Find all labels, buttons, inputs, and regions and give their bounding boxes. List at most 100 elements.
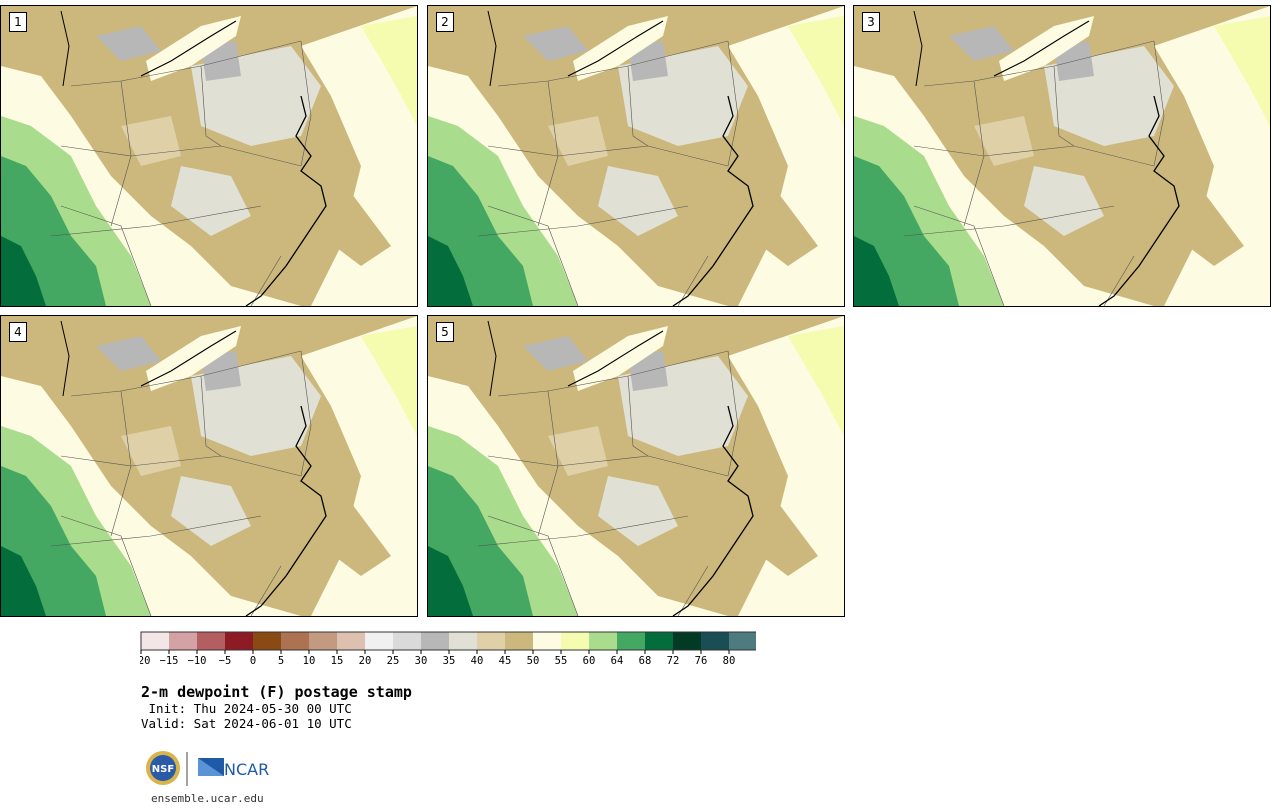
valid-time: Valid: Sat 2024-06-01 10 UTC <box>141 716 352 731</box>
state-border <box>627 65 649 147</box>
colorbar-tick-label: 72 <box>667 655 680 667</box>
chart-title: 2-m dewpoint (F) postage stamp <box>141 683 412 701</box>
state-border <box>487 205 579 306</box>
lake-shore <box>140 330 237 387</box>
colorbar-swatch <box>729 632 756 650</box>
coastline <box>245 95 327 306</box>
state-border <box>200 375 222 457</box>
map-panel-1: 1 <box>0 5 418 307</box>
state-border <box>487 145 729 167</box>
state-border <box>963 80 985 227</box>
colorbar-swatch <box>225 632 253 650</box>
lake-shore <box>60 320 70 397</box>
state-border <box>913 145 1155 167</box>
state-border <box>300 40 312 167</box>
lake-shore <box>993 20 1090 77</box>
map-panel-5: 5 <box>427 315 845 617</box>
state-border <box>677 565 709 616</box>
colorbar-tick-label: −5 <box>219 655 232 667</box>
colorbar-swatch <box>197 632 225 650</box>
state-border <box>477 205 689 237</box>
colorbar-tick-label: 50 <box>527 655 540 667</box>
colorbar-swatch <box>169 632 197 650</box>
colorbar-swatch <box>337 632 365 650</box>
state-border <box>250 565 282 616</box>
panel-number: 3 <box>862 12 880 32</box>
colorbar-swatch <box>645 632 673 650</box>
map-panel-4: 4 <box>0 315 418 617</box>
map-panel-2: 2 <box>427 5 845 307</box>
state-border <box>487 515 579 616</box>
colorbar-swatch <box>253 632 281 650</box>
state-border <box>537 80 559 227</box>
state-border <box>110 80 132 227</box>
colorbar-swatch <box>477 632 505 650</box>
lake-shore <box>140 20 237 77</box>
colorbar-tick-label: −10 <box>188 655 207 667</box>
state-border <box>497 350 729 397</box>
colorbar-tick-label: 25 <box>387 655 400 667</box>
coastline <box>1098 95 1180 306</box>
lake-shore <box>913 10 923 87</box>
colorbar-swatch <box>589 632 617 650</box>
logos: NSF NCAR <box>146 751 269 786</box>
state-border <box>200 65 222 147</box>
colorbar-tick-label: 45 <box>499 655 512 667</box>
colorbar-tick-label: 15 <box>331 655 344 667</box>
state-border <box>70 350 302 397</box>
colorbar-swatch <box>449 632 477 650</box>
init-time: Init: Thu 2024-05-30 00 UTC <box>141 701 352 716</box>
state-border <box>50 205 262 237</box>
colorbar-swatch <box>421 632 449 650</box>
state-border <box>627 375 649 457</box>
colorbar-swatch <box>617 632 645 650</box>
colorbar-tick-label: 10 <box>303 655 316 667</box>
colorbar-swatch <box>141 632 169 650</box>
colorbar-tick-label: −15 <box>160 655 179 667</box>
colorbar-tick-label: 68 <box>639 655 652 667</box>
lake-shore <box>567 20 664 77</box>
colorbar-tick-label: 5 <box>278 655 284 667</box>
colorbar-tick-label: 35 <box>443 655 456 667</box>
colorbar-tick-label: 40 <box>471 655 484 667</box>
state-border <box>300 350 312 477</box>
lake-shore <box>60 10 70 87</box>
state-border <box>923 40 1155 87</box>
colorbar-swatch <box>365 632 393 650</box>
map-panel-3: 3 <box>853 5 1271 307</box>
colorbar-tick-label: 64 <box>611 655 624 667</box>
colorbar-swatch <box>533 632 561 650</box>
colorbar-tick-label: 55 <box>555 655 568 667</box>
state-border <box>1153 40 1165 167</box>
colorbar-swatch <box>281 632 309 650</box>
coastline <box>245 405 327 616</box>
lake-shore <box>487 320 497 397</box>
state-border <box>677 255 709 306</box>
colorbar-tick-label: 60 <box>583 655 596 667</box>
coastline <box>672 95 754 306</box>
state-border <box>913 205 1005 306</box>
colorbar-swatch <box>561 632 589 650</box>
colorbar-swatch <box>505 632 533 650</box>
state-border <box>477 515 689 547</box>
state-border <box>70 40 302 87</box>
state-border <box>727 40 739 167</box>
state-border <box>60 205 152 306</box>
state-border <box>1103 255 1135 306</box>
colorbar-swatch <box>309 632 337 650</box>
state-border <box>487 455 729 477</box>
state-border <box>1053 65 1075 147</box>
state-border <box>110 390 132 537</box>
colorbar-tick-label: −20 <box>140 655 150 667</box>
colorbar-swatch <box>673 632 701 650</box>
state-border <box>497 40 729 87</box>
colorbar-tick-label: 0 <box>250 655 256 667</box>
coastline <box>672 405 754 616</box>
state-border <box>60 515 152 616</box>
colorbar-swatch <box>393 632 421 650</box>
colorbar-tick-label: 76 <box>695 655 708 667</box>
colorbar: −20 −15 −10 −5 0 5 10 15 20 25 30 35 40 45 50 55 60 64 68 7… <box>140 631 756 667</box>
state-border <box>537 390 559 537</box>
nsf-logo: NSF <box>146 751 180 785</box>
panel-number: 5 <box>436 322 454 342</box>
